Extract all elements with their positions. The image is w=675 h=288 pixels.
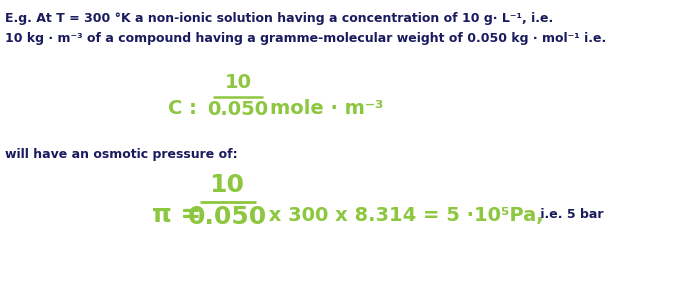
- Text: 0.050: 0.050: [207, 100, 269, 119]
- Text: i.e. 5 bar: i.e. 5 bar: [536, 209, 603, 221]
- Text: C :: C :: [168, 98, 197, 118]
- Text: 0.050: 0.050: [188, 205, 267, 229]
- Text: π =: π =: [152, 203, 201, 227]
- Text: 10 kg · m⁻³ of a compound having a gramme-molecular weight of 0.050 kg · mol⁻¹ i: 10 kg · m⁻³ of a compound having a gramm…: [5, 32, 606, 45]
- Text: mole · m⁻³: mole · m⁻³: [270, 98, 383, 118]
- Text: 10: 10: [225, 73, 252, 92]
- Text: 10: 10: [209, 173, 244, 197]
- Text: E.g. At T = 300 °K a non-ionic solution having a concentration of 10 g· L⁻¹, i.e: E.g. At T = 300 °K a non-ionic solution …: [5, 12, 554, 25]
- Text: will have an osmotic pressure of:: will have an osmotic pressure of:: [5, 148, 238, 161]
- Text: x 300 x 8.314 = 5 ·10⁵Pa,: x 300 x 8.314 = 5 ·10⁵Pa,: [262, 206, 543, 225]
